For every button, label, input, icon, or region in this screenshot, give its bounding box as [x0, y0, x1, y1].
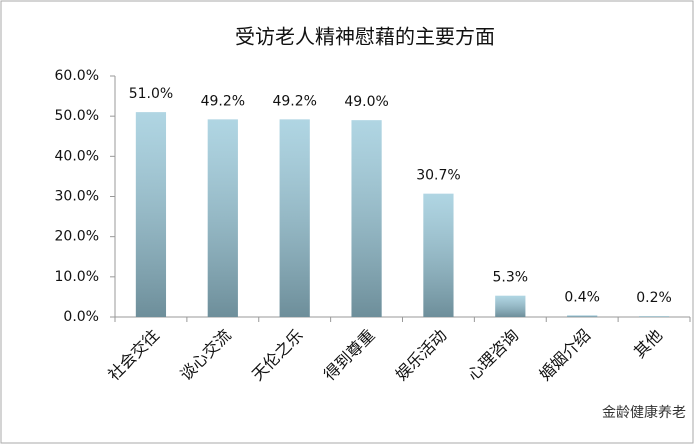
watermark: 金龄健康养老 [602, 404, 686, 421]
x-tick-label: 天伦之乐 [248, 326, 307, 385]
bar-shade [495, 295, 526, 317]
value-label: 5.3% [493, 270, 529, 286]
y-tick-label: 20.0% [55, 229, 99, 245]
x-tick-label: 婚姻介绍 [535, 326, 594, 385]
bar-shade [638, 316, 670, 317]
value-label: 30.7% [416, 168, 460, 184]
y-tick-label: 30.0% [55, 189, 99, 205]
chart-title: 受访老人精神慰藉的主要方面 [235, 25, 495, 49]
value-label: 49.2% [201, 93, 245, 109]
y-tick-label: 0.0% [63, 309, 99, 325]
x-tick-label: 得到尊重 [320, 326, 379, 385]
bar-shade [567, 315, 598, 317]
value-label: 0.2% [636, 290, 672, 306]
bar-shade [207, 119, 238, 317]
y-tick-label: 10.0% [55, 269, 99, 285]
x-tick-label: 娱乐活动 [392, 326, 451, 385]
y-tick-label: 60.0% [55, 68, 99, 84]
value-label: 49.0% [344, 94, 388, 110]
y-tick-label: 50.0% [55, 108, 99, 124]
bar-shade [279, 119, 310, 317]
x-tick-label: 心理咨询 [464, 326, 523, 385]
x-tick-label: 谈心交流 [176, 326, 235, 385]
bar-shade [351, 120, 382, 317]
value-label: 51.0% [129, 86, 173, 102]
value-label: 0.4% [564, 289, 600, 305]
y-tick-label: 40.0% [55, 148, 99, 164]
bar-shade [135, 112, 167, 318]
x-tick-label: 其他 [630, 326, 666, 362]
value-label: 49.2% [272, 93, 316, 109]
bar-shade [423, 193, 454, 317]
x-tick-label: 社会交往 [104, 326, 163, 385]
